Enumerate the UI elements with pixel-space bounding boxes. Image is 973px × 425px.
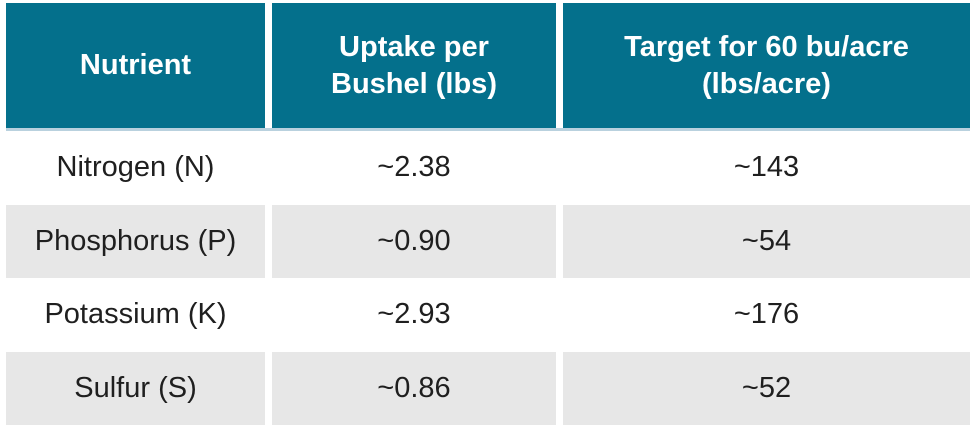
uptake-value: ~0.86 xyxy=(272,351,556,425)
nutrient-name: Phosphorus (P) xyxy=(6,204,265,278)
uptake-value: ~0.90 xyxy=(272,204,556,278)
nutrient-name: Nitrogen (N) xyxy=(6,131,265,205)
uptake-value: ~2.93 xyxy=(272,278,556,352)
column-header-target-per-acre: Target for 60 bu/acre (lbs/acre) xyxy=(563,3,970,128)
target-value: ~54 xyxy=(563,204,970,278)
table-row-phosphorus: Phosphorus (P) ~0.90 ~54 xyxy=(6,204,970,278)
target-value: ~143 xyxy=(563,131,970,205)
table-row-nitrogen: Nitrogen (N) ~2.38 ~143 xyxy=(6,131,970,205)
target-value: ~52 xyxy=(563,351,970,425)
header-underline xyxy=(6,128,970,131)
table-header-row: Nutrient Uptake per Bushel (lbs) Target … xyxy=(6,3,970,128)
uptake-value: ~2.38 xyxy=(272,131,556,205)
nutrient-name: Potassium (K) xyxy=(6,278,265,352)
nutrient-name: Sulfur (S) xyxy=(6,351,265,425)
column-header-nutrient: Nutrient xyxy=(6,3,265,128)
target-value: ~176 xyxy=(563,278,970,352)
column-header-uptake-per-bushel: Uptake per Bushel (lbs) xyxy=(272,3,556,128)
table-row-potassium: Potassium (K) ~2.93 ~176 xyxy=(6,278,970,352)
table-row-sulfur: Sulfur (S) ~0.86 ~52 xyxy=(6,351,970,425)
